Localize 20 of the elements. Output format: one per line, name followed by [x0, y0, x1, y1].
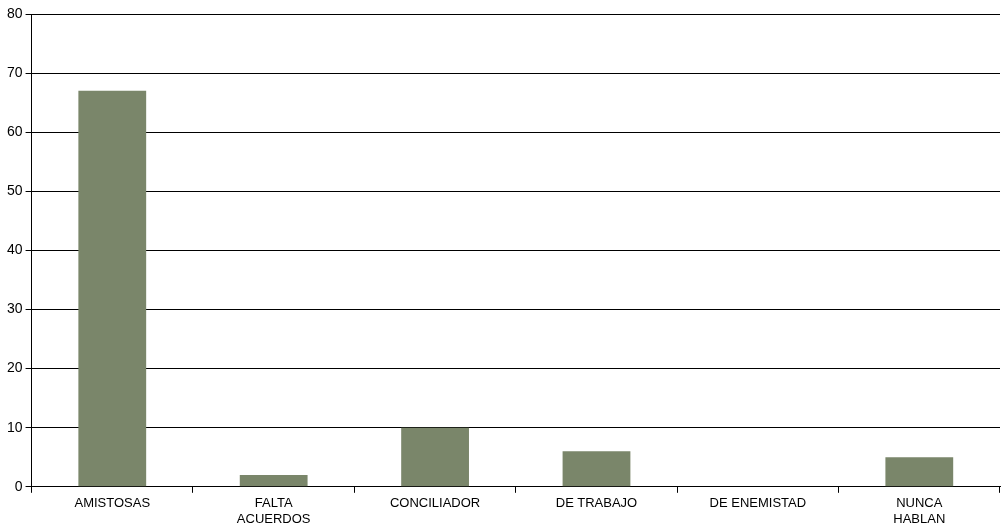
y-tick-label: 70	[6, 63, 23, 80]
y-tick-label: 50	[6, 182, 23, 199]
x-tick-label: AMISTOSAS	[74, 495, 151, 511]
y-tick-label: 80	[6, 4, 23, 21]
x-tick-label: DE TRABAJO	[555, 495, 638, 511]
y-tick-label: 30	[6, 300, 23, 317]
x-tick-label: FALTA ACUERDOS	[236, 495, 311, 526]
bar	[78, 90, 147, 487]
x-tick-label: CONCILIADOR	[389, 495, 481, 511]
y-tick-label: 60	[6, 123, 23, 140]
bar	[401, 427, 469, 487]
bar	[239, 474, 308, 487]
y-tick-label: 40	[6, 241, 23, 258]
bar	[885, 457, 954, 487]
x-tick-label: DE ENEMISTAD	[709, 495, 807, 511]
x-tick-label: NUNCA HABLAN	[893, 495, 946, 526]
bar	[562, 451, 631, 487]
y-tick-label: 20	[6, 359, 23, 376]
y-tick-label: 0	[14, 477, 23, 494]
y-tick-label: 10	[6, 418, 23, 435]
